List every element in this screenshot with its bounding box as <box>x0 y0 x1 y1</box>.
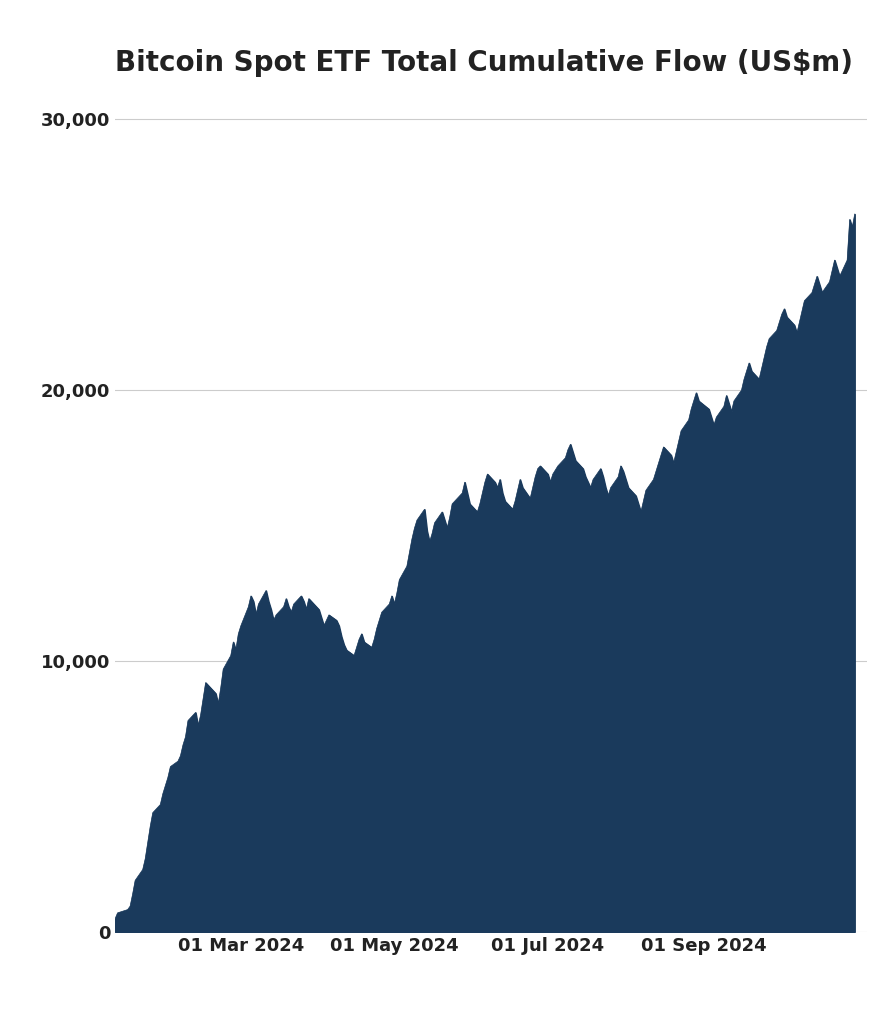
Text: Bitcoin Spot ETF Total Cumulative Flow (US$m): Bitcoin Spot ETF Total Cumulative Flow (… <box>115 49 853 78</box>
